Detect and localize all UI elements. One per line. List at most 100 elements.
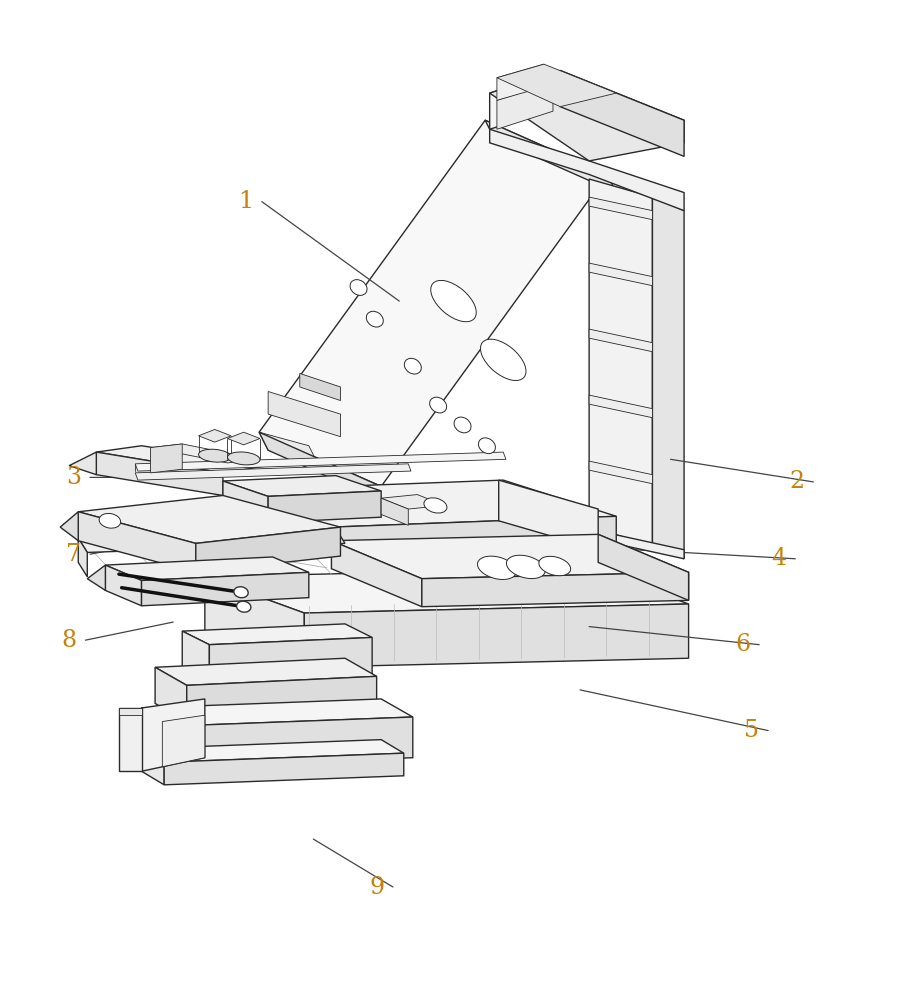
- Ellipse shape: [479, 438, 495, 454]
- Polygon shape: [497, 64, 616, 107]
- Text: 9: 9: [369, 876, 385, 899]
- Polygon shape: [173, 717, 413, 767]
- Text: 5: 5: [745, 719, 759, 742]
- Ellipse shape: [424, 498, 447, 513]
- Polygon shape: [223, 476, 381, 496]
- Polygon shape: [105, 557, 308, 580]
- Polygon shape: [141, 740, 404, 762]
- Text: 3: 3: [66, 466, 82, 489]
- Polygon shape: [196, 527, 340, 572]
- Polygon shape: [499, 480, 599, 550]
- Text: 4: 4: [772, 547, 786, 570]
- Ellipse shape: [350, 280, 367, 295]
- Text: 8: 8: [62, 629, 77, 652]
- Polygon shape: [155, 667, 187, 722]
- Ellipse shape: [234, 587, 249, 598]
- Polygon shape: [96, 446, 268, 473]
- Ellipse shape: [99, 513, 121, 528]
- Ellipse shape: [405, 358, 421, 374]
- Polygon shape: [590, 179, 652, 545]
- Polygon shape: [561, 70, 684, 156]
- Polygon shape: [490, 70, 684, 161]
- Ellipse shape: [199, 449, 231, 462]
- Polygon shape: [422, 572, 688, 607]
- Polygon shape: [182, 631, 210, 683]
- Text: 6: 6: [736, 633, 750, 656]
- Polygon shape: [78, 538, 87, 577]
- Polygon shape: [223, 481, 268, 523]
- Polygon shape: [141, 699, 205, 771]
- Polygon shape: [228, 432, 260, 445]
- Ellipse shape: [430, 397, 446, 413]
- Polygon shape: [205, 577, 305, 667]
- Polygon shape: [259, 120, 607, 486]
- Ellipse shape: [539, 556, 571, 576]
- Polygon shape: [590, 263, 652, 286]
- Polygon shape: [494, 529, 590, 571]
- Polygon shape: [119, 708, 141, 715]
- Polygon shape: [162, 715, 205, 767]
- Polygon shape: [151, 444, 259, 463]
- Polygon shape: [490, 509, 580, 538]
- Ellipse shape: [454, 417, 471, 433]
- Polygon shape: [599, 534, 688, 600]
- Polygon shape: [219, 480, 616, 527]
- Polygon shape: [141, 749, 164, 785]
- Polygon shape: [590, 395, 652, 418]
- Polygon shape: [210, 637, 372, 683]
- Polygon shape: [590, 197, 652, 220]
- Polygon shape: [268, 391, 340, 437]
- Polygon shape: [164, 753, 404, 785]
- Polygon shape: [497, 82, 553, 129]
- Polygon shape: [78, 495, 340, 543]
- Ellipse shape: [506, 555, 545, 579]
- Polygon shape: [141, 708, 173, 767]
- Polygon shape: [182, 624, 372, 645]
- Ellipse shape: [477, 556, 516, 579]
- Polygon shape: [485, 120, 616, 193]
- Text: 2: 2: [789, 470, 805, 493]
- Polygon shape: [135, 452, 506, 471]
- Polygon shape: [135, 464, 411, 480]
- Polygon shape: [105, 565, 141, 606]
- Polygon shape: [490, 70, 561, 129]
- Text: 1: 1: [238, 190, 253, 213]
- Polygon shape: [96, 452, 223, 495]
- Polygon shape: [78, 529, 345, 552]
- Polygon shape: [155, 658, 376, 685]
- Polygon shape: [652, 197, 684, 559]
- Polygon shape: [187, 676, 376, 722]
- Polygon shape: [60, 512, 78, 541]
- Polygon shape: [381, 495, 444, 509]
- Polygon shape: [331, 534, 688, 579]
- Polygon shape: [590, 461, 652, 484]
- Polygon shape: [300, 373, 340, 401]
- Polygon shape: [78, 512, 196, 572]
- Polygon shape: [331, 541, 422, 607]
- Text: 7: 7: [66, 543, 82, 566]
- Polygon shape: [151, 444, 182, 473]
- Polygon shape: [219, 491, 331, 556]
- Ellipse shape: [366, 311, 384, 327]
- Polygon shape: [490, 509, 684, 559]
- Polygon shape: [259, 432, 317, 464]
- Polygon shape: [259, 432, 390, 505]
- Polygon shape: [331, 516, 616, 556]
- Polygon shape: [119, 708, 141, 771]
- Polygon shape: [590, 329, 652, 352]
- Ellipse shape: [481, 339, 526, 381]
- Polygon shape: [199, 429, 231, 442]
- Polygon shape: [141, 572, 308, 606]
- Polygon shape: [268, 491, 381, 523]
- Polygon shape: [141, 699, 413, 726]
- Polygon shape: [381, 498, 408, 525]
- Polygon shape: [87, 565, 105, 590]
- Polygon shape: [490, 129, 684, 211]
- Polygon shape: [69, 452, 96, 475]
- Ellipse shape: [431, 280, 476, 322]
- Polygon shape: [497, 64, 544, 100]
- Polygon shape: [305, 604, 688, 667]
- Ellipse shape: [228, 452, 260, 465]
- Polygon shape: [205, 568, 688, 613]
- Ellipse shape: [237, 601, 251, 612]
